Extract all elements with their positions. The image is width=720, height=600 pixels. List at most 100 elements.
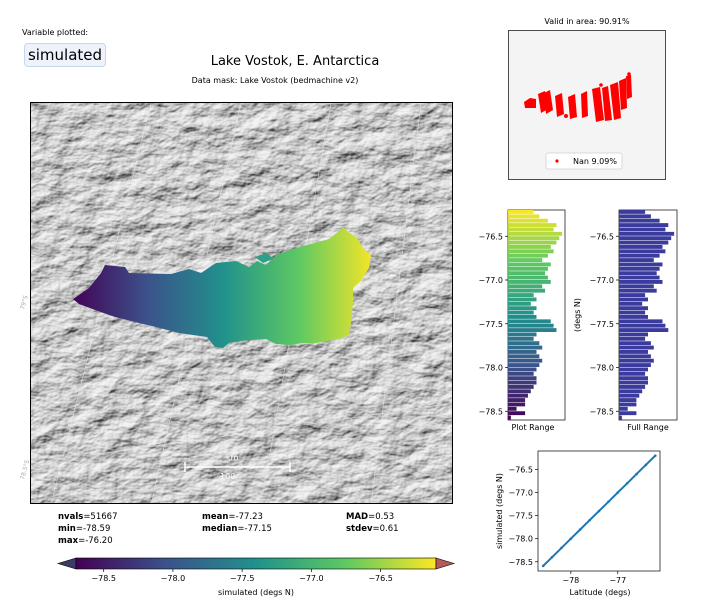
histogram-1-bar [508, 214, 539, 218]
stat-stdev: stdev=0.61 [346, 523, 399, 535]
histogram-2-tick-label: −76.5 [589, 232, 614, 241]
histogram-1-bar [508, 232, 562, 236]
scatter-plot: −78 −77 −78.5 −78.0 −77.5 −77.0 −76.5 Latitude… [488, 445, 668, 600]
scatter-point [551, 556, 554, 559]
histogram-1-bar [508, 249, 554, 253]
histogram-2-bar [619, 263, 663, 267]
stat-nvals: nvals=51667 [58, 511, 117, 523]
histogram-1-tick-label: −77.0 [478, 276, 503, 285]
histogram-2-bar [619, 337, 645, 341]
histogram-1-bar [508, 398, 525, 402]
scatter-ylabel: simulated (degs N) [495, 473, 504, 549]
histogram-1-bar [508, 385, 534, 389]
histogram-2-bar [619, 284, 654, 288]
colorbar-gradient [76, 558, 436, 569]
histogram-1-bar [508, 403, 525, 407]
histogram-2-bar [619, 219, 660, 223]
histogram-1-bar [508, 267, 548, 271]
histogram-2-bar [619, 328, 668, 332]
histogram-2-bar [619, 376, 648, 380]
scatter-ytick-label: −77.0 [508, 489, 533, 498]
histogram-2-bar [619, 254, 660, 258]
histogram-2-bar [619, 354, 651, 358]
histogram-1-bar [508, 280, 551, 284]
histogram-1-bar [508, 381, 537, 385]
scale-bar-unit: km [226, 453, 239, 462]
histogram-2-bar [619, 232, 674, 236]
histogram-2-bar [619, 398, 636, 402]
histogram-2-tick-label: −77.0 [589, 276, 614, 285]
histogram-1-bar [508, 276, 548, 280]
scatter-point [654, 454, 657, 457]
histogram-2-bar [619, 306, 648, 310]
histogram-2-bar [619, 319, 663, 323]
histogram-2-bar [619, 210, 645, 214]
histogram-1-bar [508, 337, 534, 341]
histogram-1-bar [508, 376, 537, 380]
histogram-1-ticks: −78.5 −78.0 −77.5 −77.0 −76.5 [478, 232, 508, 416]
variable-label: Variable plotted: [22, 28, 88, 37]
histogram-1-bar [508, 258, 542, 262]
scatter-point [616, 491, 619, 494]
histogram-2-bar [619, 302, 642, 306]
histogram-2-ylabel: (degs N) [573, 298, 582, 332]
data-mask-label: Data mask: Lake Vostok (bedmachine v2) [150, 76, 400, 85]
histogram-1-bar [508, 394, 528, 398]
histogram-2-bar [619, 271, 657, 275]
map-panel[interactable]: km 100 [30, 102, 453, 504]
histogram-1-bars [508, 210, 562, 420]
histogram-1-bar [508, 219, 548, 223]
colorbar-tick-label: −77.5 [230, 574, 255, 583]
histogram-full-range: −78.5−78.0−77.5−77.0−76.5 (degs N) Full … [570, 205, 680, 435]
scale-bar-value: 100 [220, 472, 235, 481]
histogram-1-bar [508, 298, 537, 302]
histogram-2-bar [619, 341, 651, 345]
histogram-1-bar [508, 350, 537, 354]
scatter-points [542, 454, 657, 567]
histogram-1-bar [508, 293, 534, 297]
histogram-2-bar [619, 381, 648, 385]
histogram-2-bar [619, 258, 654, 262]
histogram-1-bar [508, 346, 542, 350]
histogram-2-bar [619, 245, 663, 249]
scatter-ytick-label: −76.5 [508, 465, 533, 474]
histogram-1-tick-label: −78.0 [478, 364, 503, 373]
scatter-ytick-label: −78.5 [508, 558, 533, 567]
histogram-2-bar [619, 372, 645, 376]
histogram-1-tick-label: −78.5 [478, 407, 503, 416]
graticule-label-79s: 79°S [19, 295, 30, 311]
stats-column-2: mean=-77.23 median=-77.15 [202, 511, 272, 535]
histogram-1-bar [508, 289, 545, 293]
histogram-2-bar [619, 350, 648, 354]
stat-mad: MAD=0.53 [346, 511, 399, 523]
histogram-1-tick-label: −77.5 [478, 320, 503, 329]
histogram-1-bar [508, 306, 537, 310]
scatter-point [542, 565, 545, 568]
histogram-2-bar [619, 333, 648, 337]
valid-title: Valid in area: 90.91% [508, 17, 666, 26]
histogram-1-bar [508, 407, 517, 411]
histogram-2-bar [619, 315, 648, 319]
map-title: Lake Vostok, E. Antarctica [160, 54, 430, 69]
histogram-1-bar [508, 271, 545, 275]
valid-area-panel: Nan 9.09% [508, 30, 667, 181]
scatter-point [560, 547, 563, 550]
colorbar-tick-label: −78.5 [91, 574, 116, 583]
histogram-1-tick-label: −76.5 [478, 232, 503, 241]
scatter-point [635, 473, 638, 476]
histogram-1-bar [508, 302, 531, 306]
histogram-2-bar [619, 416, 622, 420]
histogram-2-bar [619, 363, 651, 367]
histogram-1-xlabel: Plot Range [512, 423, 555, 432]
histogram-1-bar [508, 333, 537, 337]
variable-selector-button[interactable]: simulated [24, 43, 106, 67]
histogram-2-bar [619, 411, 636, 415]
scatter-point [588, 519, 591, 522]
histogram-1-bar [508, 368, 537, 372]
histogram-1-bar [508, 284, 542, 288]
histogram-2-bars [619, 210, 674, 420]
graticule-label-78-5s: 78.5°S [19, 459, 31, 480]
scatter-xtick-label: −77 [609, 576, 626, 585]
colorbar-label: simulated (degs N) [218, 588, 294, 597]
histogram-2-ticks: −78.5 −78.0 −77.5 −77.0 −76.5 [589, 232, 619, 416]
